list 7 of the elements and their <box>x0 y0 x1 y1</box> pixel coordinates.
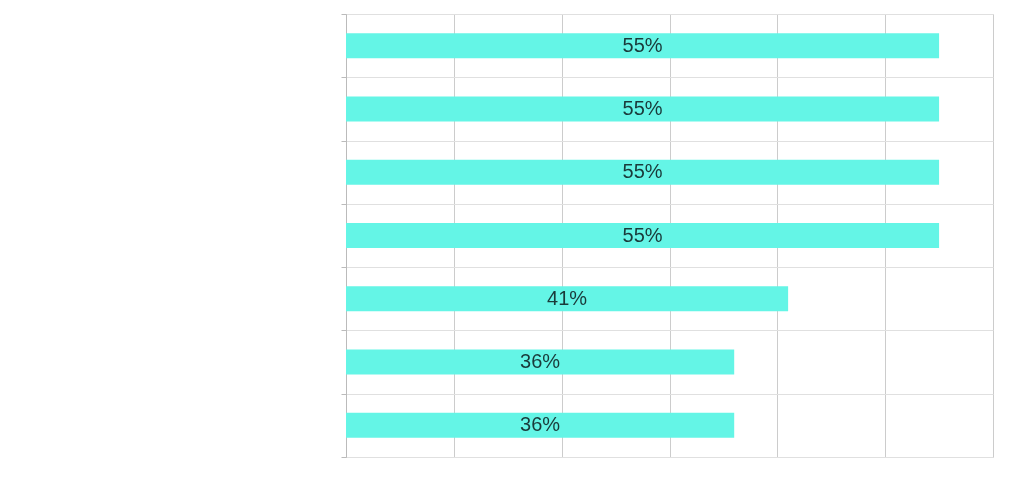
data-label: 55% <box>622 223 663 246</box>
data-label: 36% <box>520 413 561 436</box>
data-label: 55% <box>622 33 663 56</box>
data-label: 41% <box>547 286 588 309</box>
data-label: 55% <box>622 96 663 119</box>
data-label: 36% <box>520 350 561 373</box>
data-label: 55% <box>622 160 663 183</box>
